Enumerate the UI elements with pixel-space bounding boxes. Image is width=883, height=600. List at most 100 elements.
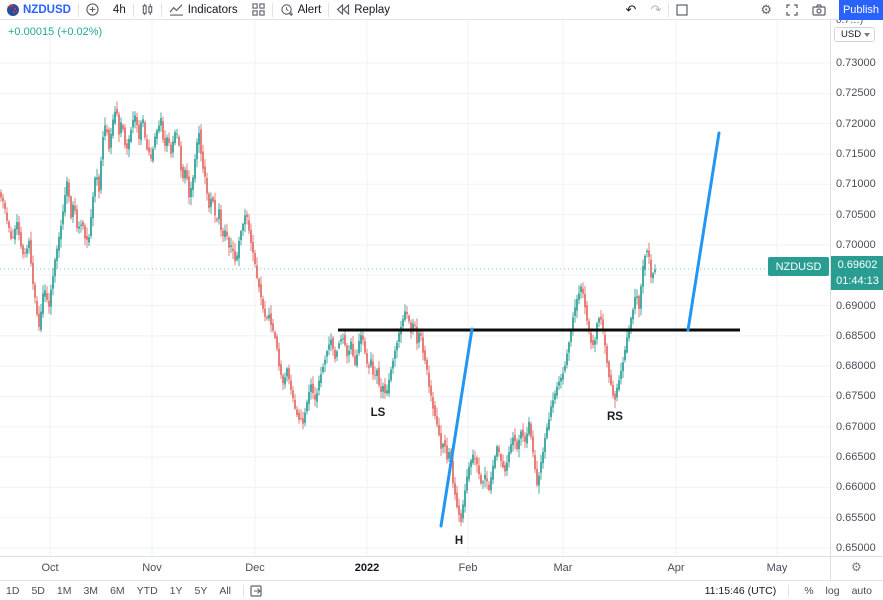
alert-label: Alert bbox=[297, 3, 322, 16]
range-3m-button[interactable]: 3M bbox=[83, 584, 99, 597]
auto-scale-button[interactable]: auto bbox=[851, 584, 872, 597]
chart-settings-button[interactable]: ⚙ bbox=[753, 0, 779, 20]
toolbar-separator bbox=[668, 2, 670, 17]
price-tick: 0.72500 bbox=[836, 87, 876, 100]
last-price-badge: 0.69602 01:44:13 bbox=[831, 256, 883, 290]
snapshot-button[interactable] bbox=[805, 0, 833, 20]
bottom-right-group: 11:15:46 (UTC) % log auto bbox=[704, 584, 883, 597]
time-tick-apr: Apr bbox=[667, 562, 685, 574]
toolbar-separator bbox=[77, 2, 79, 17]
price-tick: 0.68500 bbox=[836, 329, 876, 342]
price-tick: 0.69000 bbox=[836, 299, 876, 312]
log-scale-button[interactable]: log bbox=[825, 584, 840, 597]
price-tick: 0.67000 bbox=[836, 420, 876, 433]
clock-utc[interactable]: 11:15:46 (UTC) bbox=[704, 584, 777, 597]
price-tick: 0.66000 bbox=[836, 481, 876, 494]
fullscreen-button[interactable] bbox=[779, 0, 805, 20]
bottom-toolbar: 1D 5D 1M 3M 6M YTD 1Y 5Y All 11:15:46 (U… bbox=[0, 580, 883, 600]
plus-circle-icon bbox=[86, 3, 99, 16]
chart-style-button[interactable] bbox=[134, 0, 161, 20]
redo-button[interactable]: ↷ bbox=[643, 0, 668, 20]
time-tick-mar: Mar bbox=[553, 562, 573, 574]
time-tick-nov: Nov bbox=[142, 562, 162, 574]
axis-settings-gear-icon[interactable]: ⚙ bbox=[851, 560, 862, 574]
price-tick: 0.71000 bbox=[836, 178, 876, 191]
time-tick-feb: Feb bbox=[458, 562, 478, 574]
price-tick: 0.70000 bbox=[836, 238, 876, 251]
bar-countdown: 01:44:13 bbox=[836, 275, 879, 287]
price-tick: 0.65500 bbox=[836, 511, 876, 524]
range-1d-button[interactable]: 1D bbox=[6, 584, 20, 597]
settings-gear-icon: ⚙ bbox=[760, 1, 772, 17]
indicators-label: Indicators bbox=[187, 3, 238, 16]
last-price-value: 0.69602 bbox=[837, 259, 878, 271]
price-tick: 0.70500 bbox=[836, 208, 876, 221]
toolbar-separator bbox=[160, 2, 162, 17]
price-tick: 0.66500 bbox=[836, 451, 876, 464]
range-6m-button[interactable]: 6M bbox=[110, 584, 125, 597]
range-5y-button[interactable]: 5Y bbox=[194, 584, 208, 597]
price-tick: 0.71500 bbox=[836, 147, 876, 160]
price-tick: 0.73000 bbox=[836, 57, 876, 69]
layout-select-button[interactable] bbox=[669, 0, 695, 20]
replay-button[interactable]: Replay bbox=[329, 0, 397, 20]
range-5d-button[interactable]: 5D bbox=[31, 584, 45, 597]
price-tick: 0.68000 bbox=[836, 360, 876, 373]
grid-layout-icon bbox=[251, 3, 265, 16]
indicators-icon bbox=[169, 4, 183, 16]
time-tick-may: May bbox=[766, 562, 788, 574]
chevron-down-icon bbox=[864, 32, 871, 37]
pattern-label-ls: LS bbox=[371, 407, 386, 419]
interval-label: 4h bbox=[112, 3, 126, 16]
symbol-button[interactable]: NZDUSD bbox=[0, 0, 78, 20]
indicators-button[interactable]: Indicators bbox=[162, 0, 245, 20]
time-tick-dec: Dec bbox=[245, 562, 265, 574]
alert-clock-icon bbox=[280, 4, 293, 16]
currency-selector[interactable]: USD bbox=[834, 27, 876, 42]
axis-clipped-text: 0.7…) bbox=[836, 20, 864, 26]
time-tick-2022: 2022 bbox=[354, 562, 380, 574]
alert-button[interactable]: Alert bbox=[273, 0, 329, 20]
publish-label: Publish bbox=[842, 3, 880, 16]
toolbar-right-group: ↶ ↷ ⚙ bbox=[619, 0, 883, 20]
candlestick-style-icon bbox=[142, 3, 152, 16]
interval-button[interactable]: 4h bbox=[106, 0, 133, 20]
range-1y-button[interactable]: 1Y bbox=[169, 584, 183, 597]
undo-button[interactable]: ↶ bbox=[619, 0, 644, 20]
replay-rewind-icon bbox=[336, 4, 350, 15]
pattern-label-h: H bbox=[455, 535, 463, 547]
price-axis[interactable]: 0.7…) USD 0.73000 0.72500 0.72000 0.71500 0.… bbox=[830, 20, 883, 556]
goto-date-button[interactable] bbox=[250, 584, 263, 597]
percent-scale-button[interactable]: % bbox=[804, 584, 814, 597]
price-tick: 0.65000 bbox=[836, 542, 876, 554]
nz-flag-icon bbox=[7, 3, 19, 16]
toolbar-separator bbox=[788, 584, 790, 597]
compare-add-button[interactable] bbox=[79, 0, 106, 20]
goto-date-icon bbox=[250, 584, 262, 597]
price-tick: 0.72000 bbox=[836, 117, 876, 130]
undo-icon: ↶ bbox=[625, 1, 637, 17]
price-chart[interactable]: LS H RS bbox=[0, 20, 830, 556]
axis-corner: ⚙ bbox=[830, 556, 883, 580]
range-1m-button[interactable]: 1M bbox=[56, 584, 72, 597]
toolbar-separator bbox=[132, 2, 134, 17]
range-all-button[interactable]: All bbox=[219, 584, 232, 597]
time-axis[interactable]: Oct Nov Dec 2022 Feb Mar Apr May bbox=[0, 556, 830, 580]
toolbar-separator bbox=[271, 2, 273, 17]
chart-pane[interactable]: +0.00015 (+0.02%) LS H RS NZDUSD bbox=[0, 20, 830, 556]
pattern-label-rs: RS bbox=[607, 411, 623, 423]
range-ytd-button[interactable]: YTD bbox=[136, 584, 158, 597]
time-tick-oct: Oct bbox=[41, 562, 59, 574]
redo-icon: ↷ bbox=[650, 1, 662, 17]
camera-icon bbox=[812, 3, 826, 16]
layout-templates-button[interactable] bbox=[245, 0, 272, 20]
replay-label: Replay bbox=[354, 3, 391, 16]
currency-label: USD bbox=[841, 29, 862, 40]
symbol-price-label-badge: NZDUSD bbox=[768, 257, 829, 276]
toolbar-separator bbox=[328, 2, 330, 17]
price-change-text: +0.00015 (+0.02%) bbox=[8, 26, 103, 38]
toolbar-separator bbox=[243, 584, 245, 597]
publish-button[interactable]: Publish bbox=[839, 0, 883, 20]
price-tick: 0.67500 bbox=[836, 390, 876, 403]
